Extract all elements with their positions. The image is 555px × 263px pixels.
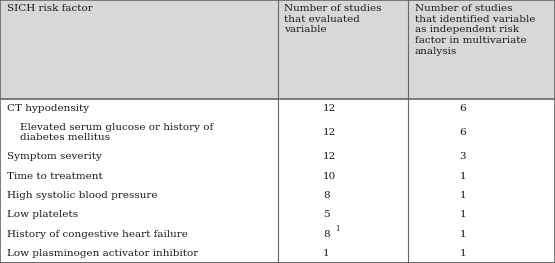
Text: 1: 1 (460, 171, 466, 180)
Text: 6: 6 (460, 128, 466, 137)
Text: SICH risk factor: SICH risk factor (7, 4, 93, 13)
Text: 5: 5 (323, 210, 330, 219)
Text: Low plasminogen activator inhibitor: Low plasminogen activator inhibitor (7, 249, 198, 258)
Text: 1: 1 (323, 249, 330, 258)
Text: Time to treatment: Time to treatment (7, 171, 103, 180)
Text: High systolic blood pressure: High systolic blood pressure (7, 191, 157, 200)
Text: CT hypodensity: CT hypodensity (7, 104, 89, 113)
Text: Low platelets: Low platelets (7, 210, 78, 219)
Text: 1: 1 (460, 249, 466, 258)
Text: Number of studies
that evaluated
variable: Number of studies that evaluated variabl… (284, 4, 382, 34)
Text: Number of studies
that identified variable
as independent risk
factor in multiva: Number of studies that identified variab… (415, 4, 535, 56)
Text: Elevated serum glucose or history of
    diabetes mellitus: Elevated serum glucose or history of dia… (7, 123, 213, 142)
Text: 10: 10 (323, 171, 336, 180)
Text: 12: 12 (323, 152, 336, 161)
Text: 3: 3 (460, 152, 466, 161)
Text: 12: 12 (323, 128, 336, 137)
Text: 1: 1 (335, 225, 340, 232)
Text: 8: 8 (323, 191, 330, 200)
Text: 1: 1 (460, 191, 466, 200)
Text: History of congestive heart failure: History of congestive heart failure (7, 230, 188, 239)
Text: 8: 8 (323, 230, 330, 239)
Bar (0, 0, 555, 99)
Text: 1: 1 (460, 210, 466, 219)
Text: 12: 12 (323, 104, 336, 113)
Text: Symptom severity: Symptom severity (7, 152, 102, 161)
Text: 6: 6 (460, 104, 466, 113)
Text: 1: 1 (460, 230, 466, 239)
